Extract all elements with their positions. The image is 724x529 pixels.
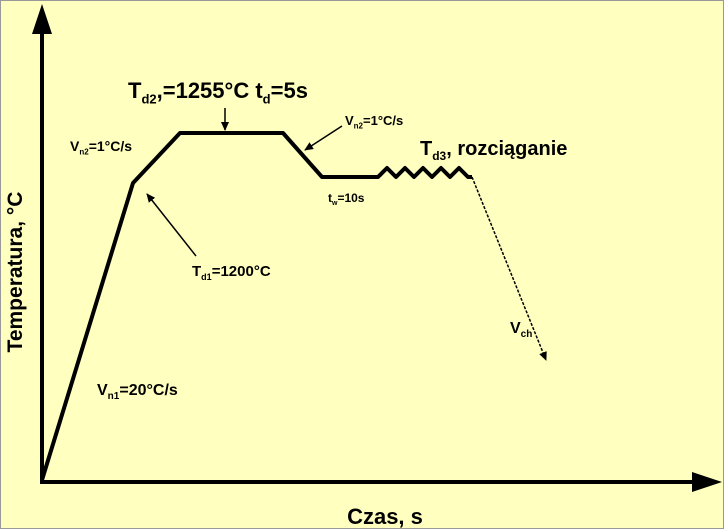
subscript: n2 [354, 121, 364, 130]
subscript: d3 [432, 149, 446, 163]
label-text: =5s [271, 78, 308, 103]
x-axis-arrow [692, 472, 722, 492]
subscript: d2 [141, 92, 156, 107]
annotation-td1: Td1=1200°C [192, 263, 271, 282]
annotation-vn1: Vn1=20°C/s [97, 382, 178, 402]
y-axis-arrow [32, 4, 52, 34]
subscript: d1 [201, 272, 212, 282]
label-text: V [70, 138, 80, 154]
label-text: V [345, 113, 354, 128]
cooling-line [471, 176, 547, 361]
annotation-vch: Vch [510, 320, 532, 340]
label-text: =10s [337, 191, 364, 205]
label-text: T [128, 78, 142, 103]
y-axis-label: Temperatura, °C [4, 192, 27, 353]
label-text: =20°C/s [119, 382, 178, 399]
pointer-arrow [146, 193, 197, 257]
label-text: , rozciąganie [446, 138, 567, 160]
label-text: ,=1255°C t [157, 78, 264, 103]
pointer-arrow [304, 125, 343, 151]
label-text: T [192, 263, 201, 280]
annotation-tw: tw=10s [328, 191, 365, 207]
label-text: T [420, 138, 432, 160]
temperature-curve [40, 131, 472, 481]
label-text: =1°C/s [363, 113, 403, 128]
label-text: V [97, 382, 108, 399]
label-text: t [328, 191, 332, 205]
subscript: n2 [79, 148, 89, 157]
annotation-vn2-right: Vn2=1°C/s [345, 113, 403, 130]
x-axis-label: Czas, s [347, 504, 423, 529]
subscript: ch [521, 329, 533, 340]
label-text: V [510, 320, 521, 337]
subscript: n1 [108, 391, 120, 402]
subscript: d [263, 92, 271, 107]
annotation-td3: Td3, rozciąganie [420, 138, 567, 163]
annotation-vn2-left: Vn2=1°C/s [70, 138, 132, 157]
annotation-td2: Td2,=1255°C td=5s [128, 78, 308, 107]
label-text: =1°C/s [89, 138, 133, 154]
label-text: =1200°C [212, 263, 271, 280]
subscript: w [331, 200, 338, 207]
